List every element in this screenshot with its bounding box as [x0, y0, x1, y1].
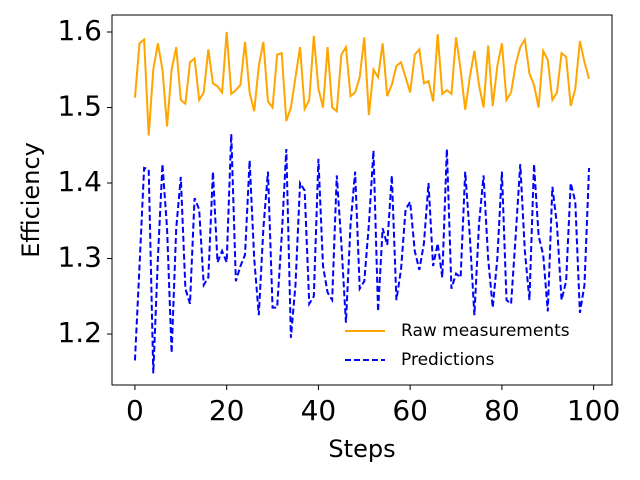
x-tick-label: 60	[392, 394, 428, 427]
line-series	[133, 133, 591, 374]
plot-frame	[111, 14, 613, 386]
x-tick-label: 80	[484, 394, 520, 427]
legend-label: Predictions	[401, 350, 494, 370]
y-tick-label: 1.3	[57, 241, 102, 274]
y-axis-label: Efficiency	[17, 142, 45, 258]
x-tick-label: 20	[209, 394, 245, 427]
line-series	[133, 31, 591, 136]
legend-label: Raw measurements	[401, 321, 570, 341]
y-tick-label: 1.2	[57, 316, 102, 349]
y-tick-label: 1.6	[57, 14, 102, 47]
x-tick-label: 0	[126, 394, 144, 427]
y-tick-label: 1.4	[57, 165, 102, 198]
x-tick-label: 100	[567, 394, 620, 427]
x-tick-label: 40	[301, 394, 337, 427]
y-tick-label: 1.5	[57, 90, 102, 123]
x-axis-label: Steps	[328, 435, 395, 463]
